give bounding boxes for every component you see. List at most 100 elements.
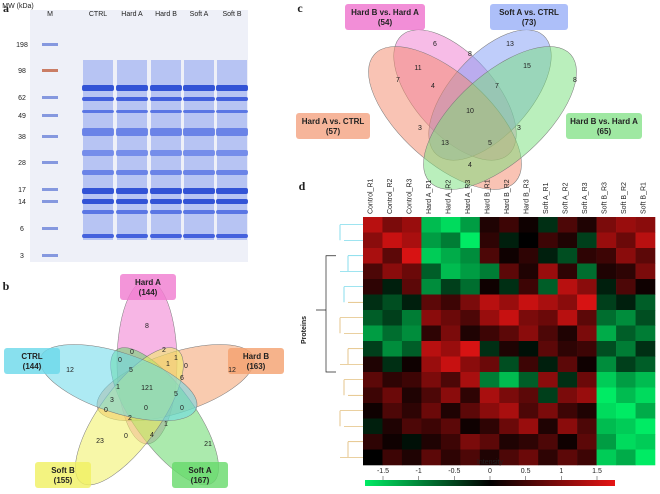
mw-marker: 14 [18, 199, 26, 206]
heat-cell [635, 325, 656, 342]
heat-cell [635, 232, 656, 249]
heat-cell [538, 232, 558, 249]
heat-cell [616, 449, 636, 466]
region-count: 0 [180, 405, 184, 412]
heat-cell [440, 232, 461, 249]
heat-cell [479, 294, 500, 311]
band [183, 210, 215, 214]
heat-cell [616, 341, 636, 357]
heat-cell [499, 263, 520, 280]
set-name: Hard B vs. Hard A [351, 8, 419, 17]
heat-cell [538, 434, 558, 450]
heat-cell [577, 434, 597, 450]
mw-label: MW (kDa) [2, 3, 34, 10]
heat-cell [421, 263, 442, 280]
band [183, 188, 215, 194]
region-count: 0 [118, 357, 122, 364]
heat-cell [499, 232, 520, 249]
band [183, 110, 215, 113]
set-count: (163) [247, 362, 266, 371]
set-box [4, 348, 60, 374]
heat-cell [518, 310, 539, 326]
heat-cell [577, 372, 597, 388]
column-label: Soft B_R3 [601, 182, 608, 214]
band [183, 150, 215, 156]
set-count: (144) [139, 288, 158, 297]
heat-cell [557, 341, 578, 357]
lane-label: CTRL [89, 11, 107, 18]
heat-cell [421, 449, 442, 466]
heat-cell [596, 263, 617, 280]
set-count: (57) [326, 127, 341, 136]
column-label: Control_R1 [368, 178, 375, 214]
heat-cell [635, 356, 656, 373]
band [216, 170, 248, 175]
heat-cell [538, 279, 558, 295]
band [216, 210, 248, 214]
marker-band [42, 161, 58, 164]
heat-cell [557, 372, 578, 388]
heat-cell [538, 325, 558, 342]
scale-tick-label: 1 [559, 468, 563, 475]
heat-cell [382, 356, 403, 373]
heat-cell [616, 434, 636, 450]
heat-cell [538, 248, 558, 264]
heat-cell [440, 403, 461, 419]
heat-cell [577, 217, 597, 233]
venn-set [423, 46, 577, 190]
heat-cell [518, 263, 539, 280]
band [216, 234, 248, 238]
heat-cell [460, 403, 481, 419]
heat-cell [460, 387, 481, 404]
heat-cell [616, 403, 636, 419]
region-count: 3 [517, 125, 521, 132]
heat-cell [382, 372, 403, 388]
heat-cell [440, 449, 461, 466]
region-count: 10 [466, 108, 474, 115]
heat-cell [635, 248, 656, 264]
set-box [120, 274, 176, 300]
marker-band [42, 200, 58, 203]
heat-cell [440, 263, 461, 280]
heat-cell [518, 217, 539, 233]
heat-cell [635, 217, 656, 233]
panel-label: b [3, 279, 10, 293]
band [183, 234, 215, 238]
set-count: (144) [23, 362, 42, 371]
heat-cell [382, 325, 403, 342]
band [82, 170, 114, 175]
band [216, 85, 248, 91]
heat-cell [479, 248, 500, 264]
heat-cell [577, 310, 597, 326]
heat-cell [616, 217, 636, 233]
heat-cell [401, 418, 422, 435]
heat-cell [460, 263, 481, 280]
band [116, 128, 148, 136]
heat-cell [616, 372, 636, 388]
heat-cell [596, 403, 617, 419]
band [216, 110, 248, 113]
heat-cell [499, 217, 520, 233]
heat-cell [401, 217, 422, 233]
heat-cell [538, 356, 558, 373]
mw-marker: 49 [18, 113, 26, 120]
heat-cell [460, 248, 481, 264]
band [183, 85, 215, 91]
set-name: Soft A vs. CTRL [499, 8, 559, 17]
heat-cell [557, 263, 578, 280]
column-label: Hard B_R3 [523, 179, 530, 214]
heat-cell [421, 418, 442, 435]
heat-cell [421, 310, 442, 326]
marker-band [42, 135, 58, 138]
lane-label: Soft A [190, 11, 209, 18]
lane-label: Hard B [155, 11, 177, 18]
column-label: Hard B_R2 [504, 179, 511, 214]
heat-cell [460, 325, 481, 342]
scale-tick-label: 1.5 [592, 468, 602, 475]
band [183, 199, 215, 204]
band [150, 188, 182, 194]
heat-cell [518, 341, 539, 357]
region-count: 8 [145, 323, 149, 330]
heat-cell [499, 310, 520, 326]
band [82, 97, 114, 101]
